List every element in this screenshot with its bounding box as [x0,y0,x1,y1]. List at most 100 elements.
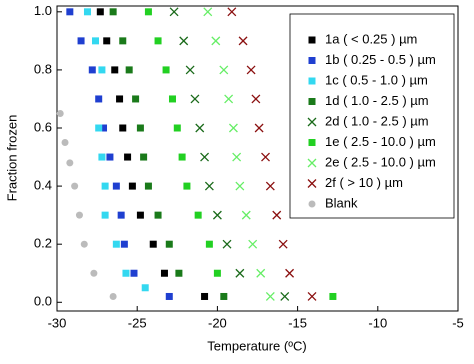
point [285,268,295,278]
point [205,240,213,248]
point [222,239,232,249]
legend-marker [308,36,316,44]
y-tick-label: 0.4 [34,178,52,193]
y-tick-label: 0.0 [34,294,52,309]
x-tick-label: -5 [452,315,464,330]
x-tick-label: -20 [208,315,227,330]
point [224,94,234,104]
point [95,124,103,132]
point [98,153,106,161]
point [128,182,136,190]
x-tick-label: -15 [288,315,307,330]
point [235,268,245,278]
point [136,211,144,219]
point [101,211,109,219]
legend-marker [308,139,316,146]
point [91,37,99,45]
point [173,124,181,132]
plot-frame [56,5,459,312]
point [272,210,282,220]
point [195,123,205,133]
point [119,37,127,45]
legend-label: 2f ( > 10 ) µm [325,175,403,190]
point [179,36,189,46]
point [149,240,157,248]
point [112,182,120,190]
point [278,239,288,249]
point [238,36,248,46]
point [125,66,133,74]
point [98,66,106,74]
point [280,292,290,301]
point [169,7,179,17]
point [80,240,88,248]
point [165,240,173,248]
point [211,36,221,46]
legend-marker [308,200,316,208]
point [200,152,210,162]
point [241,210,251,220]
point [219,65,229,75]
legend-label: 1d ( 1.0 - 2.5 ) µm [325,93,429,108]
point [111,66,119,74]
point [232,152,242,162]
point [265,292,275,301]
legend-marker [308,98,316,105]
point [119,124,127,132]
point [88,66,96,74]
legend-label: Blank [325,195,358,210]
point [220,292,228,300]
y-tick-label: 0.6 [34,119,52,134]
y-tick-label: 0.8 [34,61,52,76]
point [256,268,266,278]
point [77,37,85,45]
point [227,7,237,17]
point [112,240,120,248]
point [130,269,138,277]
legend-marker [307,158,317,168]
point [160,269,168,277]
point [307,292,317,301]
point [254,123,264,133]
point [61,139,69,147]
point [185,65,195,75]
point [162,66,170,74]
point [178,153,186,161]
point [154,37,162,45]
point [261,152,270,162]
point [101,182,109,190]
point [228,123,238,133]
point [144,8,152,16]
point [96,8,104,16]
point [140,153,148,161]
point [109,292,117,300]
point [106,153,114,161]
legend-label: 1a ( < 0.25 ) µm [325,31,417,46]
point [75,211,83,219]
y-tick-label: 1.0 [34,3,52,18]
point [190,94,200,104]
legend-label: 1c ( 0.5 - 1.0 ) µm [325,72,428,87]
point [329,292,337,300]
point [154,211,162,219]
point [103,37,111,45]
point [66,8,74,16]
point [248,239,258,249]
point [132,95,140,103]
point [251,94,261,104]
point [235,181,245,191]
x-tick-label: -30 [48,315,67,330]
legend-marker [307,117,317,127]
point [203,7,213,17]
point [201,292,209,300]
legend-marker [307,179,317,188]
point [109,8,117,16]
point [83,8,91,16]
point [265,181,275,191]
point [71,182,79,190]
point [124,153,132,161]
point [204,181,214,191]
legend-box [289,13,455,219]
point [116,95,124,103]
